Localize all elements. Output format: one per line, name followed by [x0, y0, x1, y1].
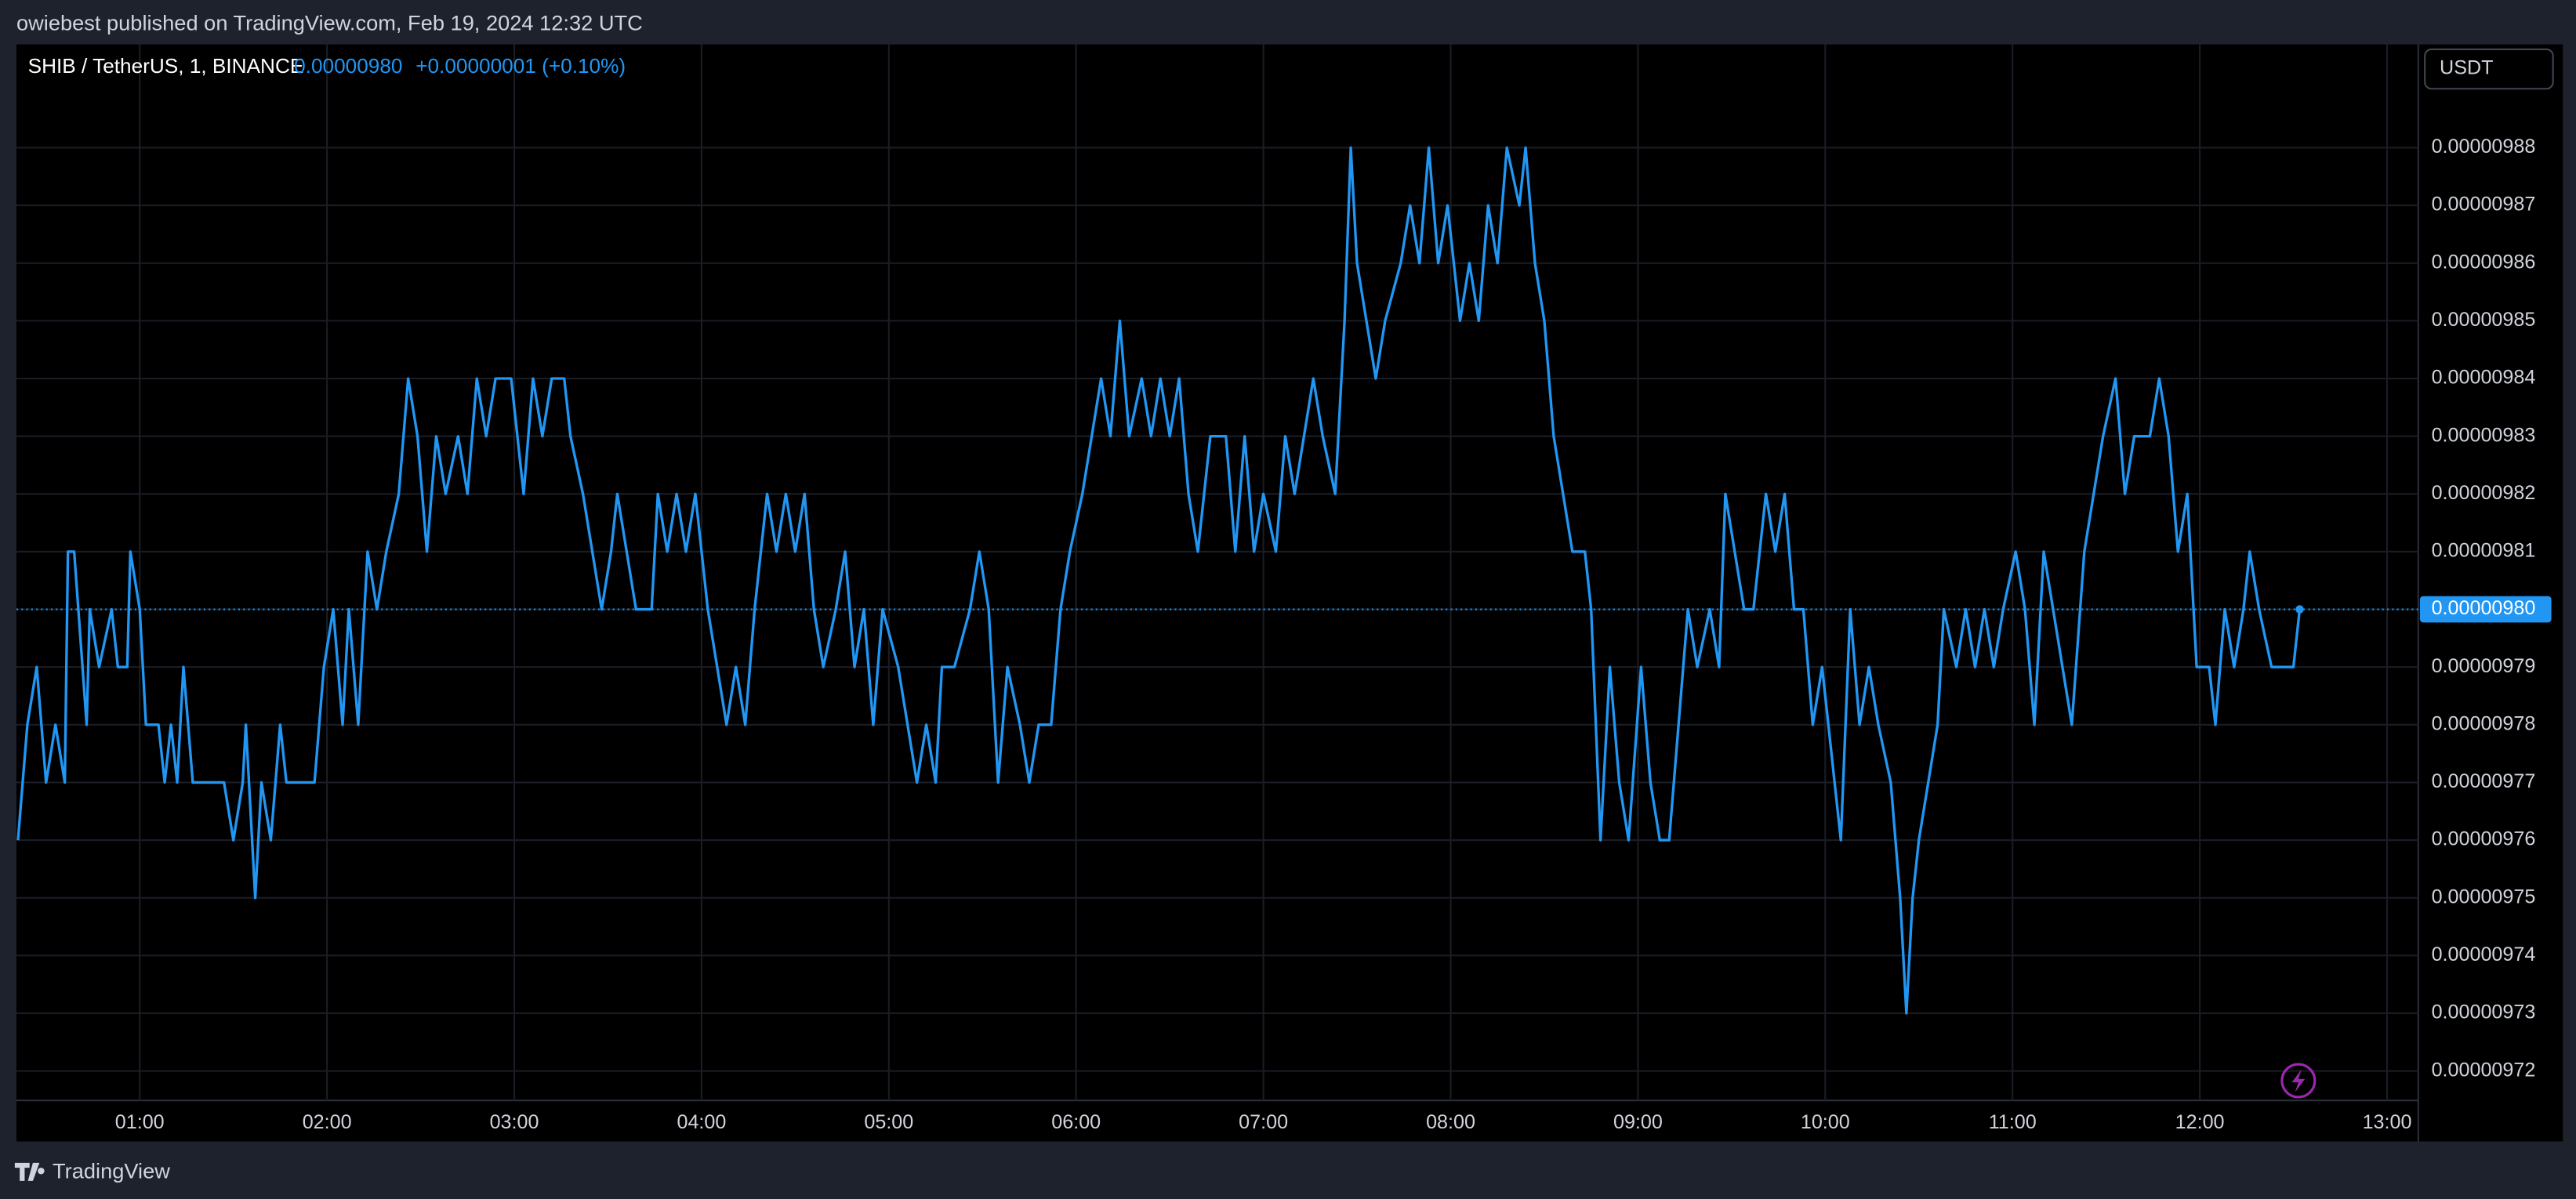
plot [16, 146, 2418, 1015]
x-tick-label: 07:00 [1239, 1111, 1288, 1133]
last-price-box [2419, 596, 2552, 623]
y-tick-label: 0.00000972 [2432, 1059, 2536, 1081]
y-tick-label: 0.00000987 [2432, 194, 2536, 216]
y-tick-label: 0.00000976 [2432, 828, 2536, 850]
y-tick-label: 0.00000978 [2432, 712, 2536, 734]
y-tick-label: 0.00000981 [2432, 540, 2536, 562]
x-tick-label: 01:00 [115, 1111, 165, 1133]
x-tick-label: 09:00 [1613, 1111, 1663, 1133]
x-tick-label: 12:00 [2175, 1111, 2225, 1133]
y-tick-label: 0.00000977 [2432, 770, 2536, 792]
chart-background [16, 44, 2563, 1142]
x-tick-label: 03:00 [490, 1111, 539, 1133]
y-tick-label: 0.00000982 [2432, 482, 2536, 504]
y-tick-label: 0.00000973 [2432, 1002, 2536, 1023]
lightning-bolt [2291, 1069, 2306, 1092]
y-tick-label: 0.00000975 [2432, 886, 2536, 907]
y-tick-label: 0.00000985 [2432, 309, 2536, 331]
x-tick-label: 11:00 [1989, 1111, 2037, 1133]
x-tick-label: 10:00 [1801, 1111, 1850, 1133]
y-tick-label: 0.00000984 [2432, 367, 2536, 389]
x-tick-label: 02:00 [303, 1111, 352, 1133]
brand-logo [14, 1162, 45, 1181]
currency-button[interactable] [2424, 48, 2554, 90]
brand-name: TradingView [53, 1159, 170, 1183]
publisher-line: owiebest published on TradingView.com, F… [16, 11, 643, 35]
axes: 0.00000972 0.00000973 0.00000974 0.00000975… [115, 136, 2552, 1133]
last-price: 0.00000980 [294, 54, 402, 78]
currency-label[interactable]: USDT [2440, 57, 2493, 79]
y-tick-label: 0.00000983 [2432, 424, 2536, 446]
x-tick-label: 04:00 [677, 1111, 726, 1133]
x-tick-label: 05:00 [864, 1111, 913, 1133]
price-change: +0.00000001 (+0.10%) [415, 54, 626, 78]
last-price-label: 0.00000980 [2432, 597, 2536, 619]
y-tick-label: 0.00000974 [2432, 944, 2536, 965]
x-tick-label: 13:00 [2363, 1111, 2412, 1133]
y-tick-label: 0.00000986 [2432, 251, 2536, 273]
symbol-title: SHIB / TetherUS, 1, BINANCE [28, 54, 304, 78]
y-tick-label: 0.00000988 [2432, 136, 2536, 158]
x-tick-label: 06:00 [1051, 1111, 1101, 1133]
lightning-icon[interactable] [2280, 1063, 2317, 1099]
y-tick-label: 0.00000979 [2432, 655, 2536, 677]
x-tick-label: 08:00 [1426, 1111, 1475, 1133]
